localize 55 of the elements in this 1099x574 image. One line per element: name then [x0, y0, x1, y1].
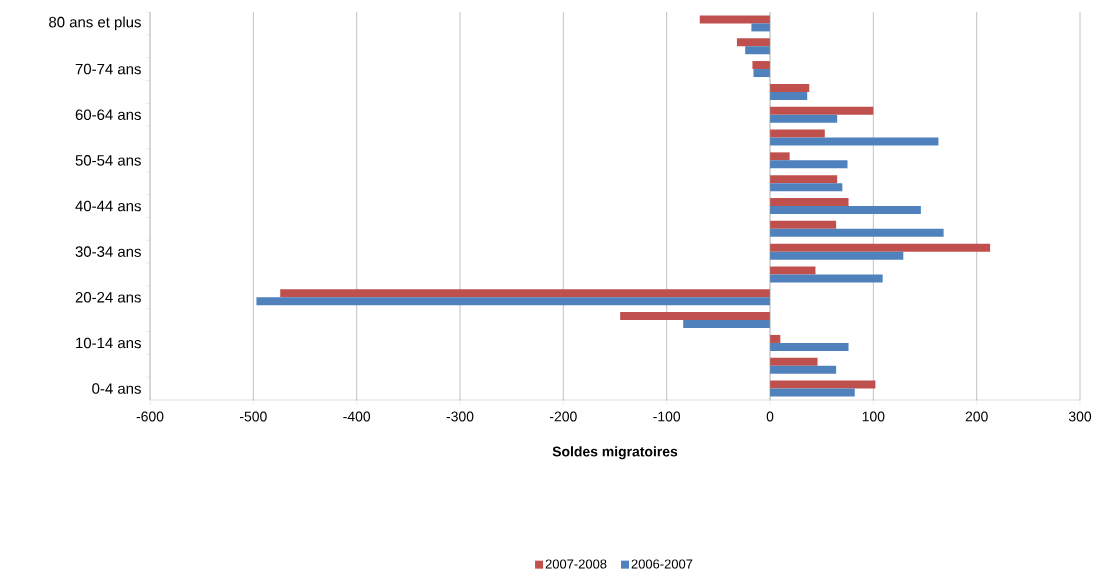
bar [770, 91, 808, 100]
y-tick-label: 30-34 ans [75, 246, 141, 257]
y-tick-label: 40-44 ans [75, 200, 141, 212]
bar [770, 137, 939, 146]
bar [770, 129, 825, 138]
bar [770, 83, 810, 92]
x-tick-label: -400 [343, 411, 371, 422]
y-tick-label: 70-74 ans [75, 63, 141, 75]
bar [770, 160, 848, 169]
bar [770, 220, 837, 229]
x-tick-label: 100 [862, 411, 885, 422]
legend-label: 2006-2007 [631, 559, 693, 569]
bar [751, 23, 770, 32]
bar [770, 175, 838, 184]
bar [620, 312, 770, 321]
y-tick-label: 60-64 ans [75, 109, 141, 120]
x-tick-label: -200 [550, 411, 577, 422]
bar [770, 266, 816, 275]
x-tick-label: -600 [136, 411, 164, 422]
bar [256, 297, 770, 306]
bar [770, 114, 838, 123]
bar [770, 106, 874, 115]
x-tick-label: -300 [446, 411, 474, 422]
x-tick-label: -100 [653, 411, 681, 422]
bar [753, 69, 770, 78]
y-tick-label: 10-14 ans [76, 337, 141, 349]
x-tick-label: 300 [1068, 411, 1092, 422]
bar [770, 198, 849, 206]
bar [736, 38, 770, 47]
bar [770, 380, 876, 389]
bar [770, 228, 944, 237]
bar [770, 206, 921, 214]
bar [770, 251, 904, 260]
bar [770, 243, 991, 252]
bar [770, 274, 883, 283]
bar [745, 46, 770, 55]
bar [770, 152, 790, 161]
bar [770, 342, 849, 351]
x-axis-title: Soldes migratoires [552, 446, 678, 460]
legend-label: 2007-2008 [545, 559, 607, 569]
bar [770, 183, 843, 192]
bar [770, 365, 837, 374]
bar [770, 388, 855, 397]
x-tick-label: 200 [965, 411, 988, 422]
x-tick-label: 0 [766, 411, 774, 422]
y-tick-label: 0-4 ans [92, 383, 141, 394]
y-tick-label: 80 ans et plus [49, 16, 141, 31]
x-tick-label: -500 [240, 411, 267, 422]
bar [752, 61, 770, 70]
y-tick-label: 20-24 ans [75, 292, 141, 303]
bar [770, 357, 818, 366]
bar [280, 289, 770, 298]
bar [699, 15, 770, 24]
bar [683, 320, 770, 329]
y-tick-label: 50-54 ans [75, 155, 141, 166]
